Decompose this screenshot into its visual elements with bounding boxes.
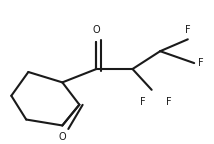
- Text: F: F: [198, 58, 204, 68]
- Text: F: F: [166, 97, 171, 107]
- Text: O: O: [59, 132, 66, 142]
- Text: F: F: [140, 97, 146, 107]
- Text: O: O: [93, 25, 100, 35]
- Text: F: F: [185, 25, 191, 35]
